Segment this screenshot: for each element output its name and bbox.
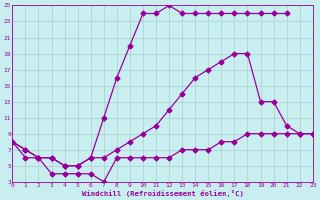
X-axis label: Windchill (Refroidissement éolien,°C): Windchill (Refroidissement éolien,°C) [82, 190, 244, 197]
